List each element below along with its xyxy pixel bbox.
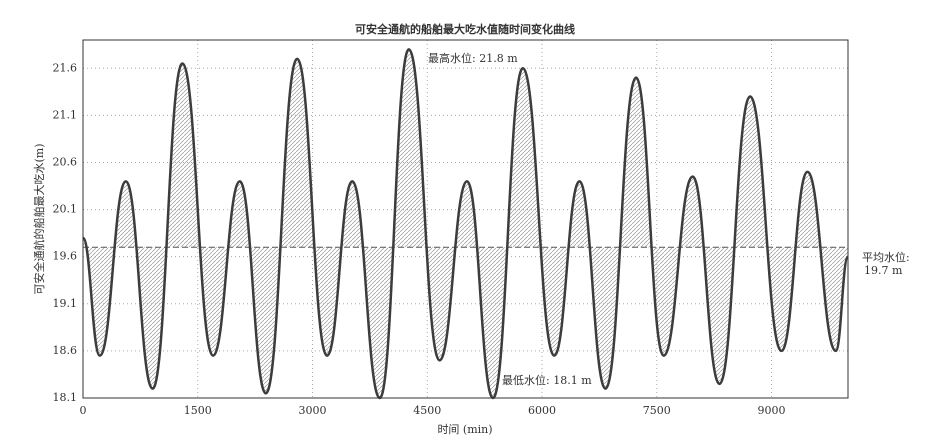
- y-tick-label: 20.1: [53, 203, 78, 216]
- y-tick-label: 19.6: [53, 250, 78, 263]
- x-tick-label: 9000: [758, 404, 786, 417]
- x-tick-label: 0: [80, 404, 87, 417]
- y-tick-label: 20.6: [53, 155, 78, 168]
- annotation: 平均水位:: [862, 250, 910, 264]
- chart-title: 可安全通航的船舶最大吃水值随时间变化曲线: [355, 22, 575, 36]
- y-tick-label: 18.1: [53, 391, 78, 404]
- annotation: 最高水位: 21.8 m: [428, 51, 518, 65]
- annotation: 19.7 m: [864, 264, 903, 277]
- x-axis-label: 时间 (min): [437, 423, 492, 436]
- x-tick-label: 7500: [643, 404, 671, 417]
- y-tick-label: 21.6: [53, 61, 78, 74]
- y-tick-label: 18.6: [53, 344, 78, 357]
- x-tick-label: 6000: [528, 404, 556, 417]
- annotation: 最低水位: 18.1 m: [502, 373, 592, 387]
- y-axis-label: 可安全通航的船舶最大吃水(m): [32, 143, 46, 294]
- x-tick-label: 1500: [184, 404, 212, 417]
- y-tick-label: 19.1: [53, 297, 78, 310]
- x-tick-label: 4500: [413, 404, 441, 417]
- x-tick-label: 3000: [299, 404, 327, 417]
- y-tick-label: 21.1: [53, 108, 78, 121]
